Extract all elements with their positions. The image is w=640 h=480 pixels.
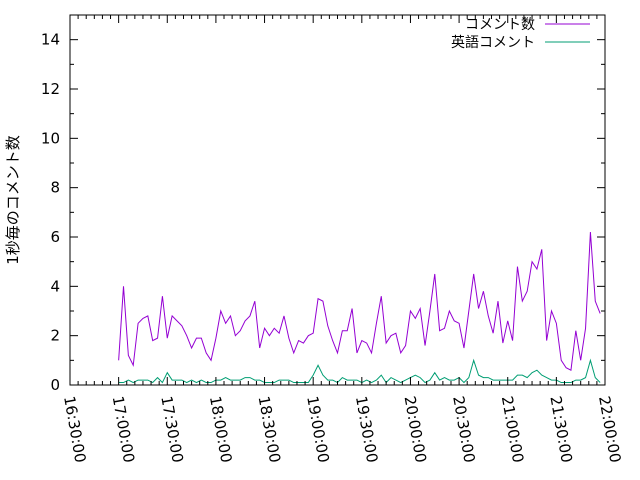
legend-label: 英語コメント <box>451 34 535 51</box>
series-line-1 <box>118 232 601 371</box>
series-line-2 <box>118 358 601 384</box>
y-tick-label: 8 <box>50 179 60 197</box>
legend-label: コメント数 <box>465 17 535 33</box>
series-lines <box>118 232 601 384</box>
y-tick-label: 14 <box>41 31 60 49</box>
y-axis-title: 1秒毎のコメント数 <box>4 135 22 265</box>
y-tick-labels: 0 2 4 6 8 10 12 14 <box>41 31 60 394</box>
y-tick-label: 4 <box>50 277 60 295</box>
y-tick-label: 12 <box>41 80 60 98</box>
axis-ticks <box>69 14 606 386</box>
y-tick-label: 0 <box>50 376 60 394</box>
y-tick-label: 2 <box>50 327 60 345</box>
y-tick-label: 6 <box>50 228 60 246</box>
y-tick-label: 10 <box>41 129 60 147</box>
